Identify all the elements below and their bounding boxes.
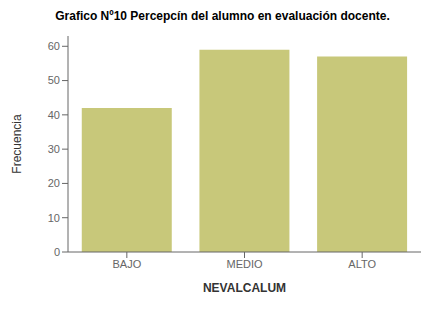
svg-text:MEDIO: MEDIO — [226, 258, 263, 270]
svg-text:50: 50 — [48, 74, 60, 86]
svg-text:20: 20 — [48, 177, 60, 189]
svg-text:30: 30 — [48, 143, 60, 155]
svg-text:BAJO: BAJO — [112, 258, 141, 270]
svg-text:10: 10 — [48, 212, 60, 224]
svg-text:Frecuencia: Frecuencia — [10, 114, 24, 174]
svg-text:40: 40 — [48, 109, 60, 121]
svg-text:60: 60 — [48, 40, 60, 52]
svg-text:0: 0 — [54, 246, 60, 258]
svg-text:ALTO: ALTO — [348, 258, 376, 270]
svg-text:NEVALCALUM: NEVALCALUM — [203, 281, 286, 295]
html-text:Grafico Nº10 Percepcín del alu: Grafico Nº10 Percepcín del alumno en eva… — [55, 9, 390, 23]
